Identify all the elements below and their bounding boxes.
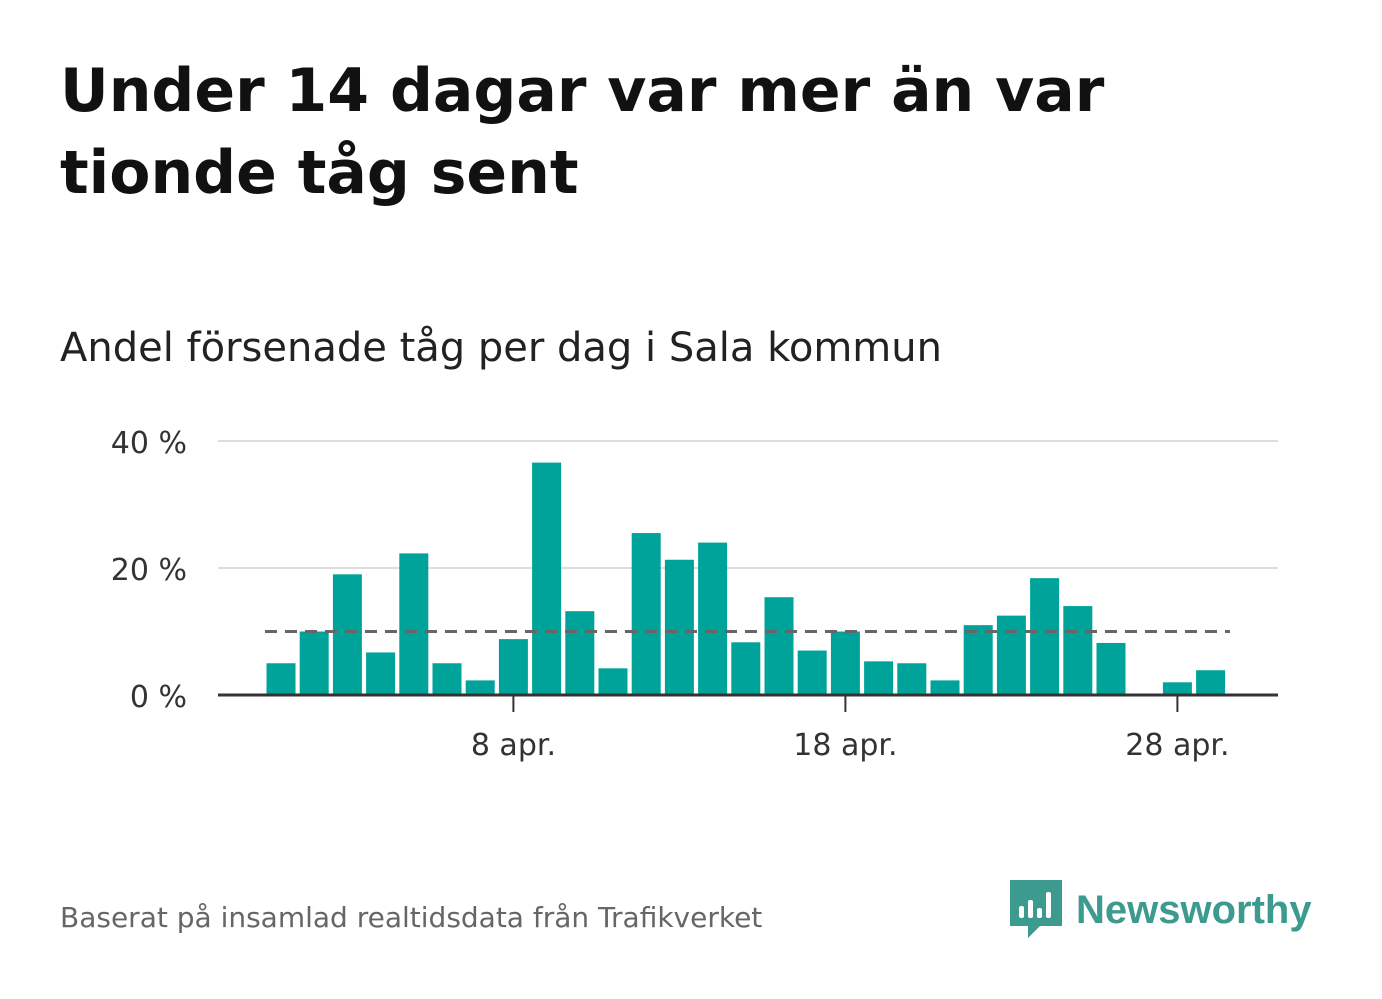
bar-day-20 xyxy=(897,663,927,695)
y-tick-label: 20 % xyxy=(111,553,187,588)
bar-day-24 xyxy=(1030,578,1060,695)
bar-day-8 xyxy=(498,639,528,695)
axes: 0 % 20 % 40 % 8 apr. 18 apr. 28 apr. xyxy=(111,426,1278,763)
bar-day-4 xyxy=(366,652,396,695)
newsworthy-logo-icon xyxy=(1010,880,1062,938)
bar-day-3 xyxy=(332,574,362,695)
bar-day-22 xyxy=(963,625,993,695)
source-note: Baserat på insamlad realtidsdata från Tr… xyxy=(60,901,763,934)
bar-day-15 xyxy=(731,642,761,695)
x-tick-label: 18 apr. xyxy=(793,728,897,763)
bar-day-18 xyxy=(830,631,860,695)
bar-day-29 xyxy=(1196,670,1226,695)
bar-day-14 xyxy=(698,542,728,695)
bar-day-26 xyxy=(1096,642,1126,695)
bar-day-5 xyxy=(399,553,429,695)
bar-day-23 xyxy=(996,615,1026,695)
grid-lines xyxy=(218,440,1278,569)
bar-day-12 xyxy=(631,533,661,695)
bar-day-10 xyxy=(565,611,595,695)
x-tick-label: 8 apr. xyxy=(471,728,556,763)
bar-day-16 xyxy=(764,597,794,695)
bar-day-2 xyxy=(299,631,329,695)
bar-day-13 xyxy=(664,559,694,695)
bar-day-6 xyxy=(432,663,462,695)
chart-subtitle: Andel försenade tåg per dag i Sala kommu… xyxy=(60,325,942,371)
bar-day-11 xyxy=(598,668,628,695)
bar-day-28 xyxy=(1162,682,1192,695)
brand-name: Newsworthy xyxy=(1076,887,1312,932)
bars xyxy=(266,462,1226,695)
x-tick-label: 28 apr. xyxy=(1125,728,1229,763)
bar-day-9 xyxy=(532,462,562,695)
bar-day-7 xyxy=(465,680,495,695)
bar-day-19 xyxy=(864,661,894,695)
bar-day-17 xyxy=(797,650,827,695)
chart-title: Under 14 dagar var mer än var tionde tåg… xyxy=(60,56,1105,208)
bar-day-21 xyxy=(930,680,960,695)
bar-day-1 xyxy=(266,663,296,695)
y-tick-label: 40 % xyxy=(111,426,187,461)
brand-logo[interactable]: Newsworthy xyxy=(1010,878,1312,942)
bar-day-25 xyxy=(1063,606,1093,695)
y-tick-label: 0 % xyxy=(130,680,187,715)
bar-chart: 0 % 20 % 40 % 8 apr. 18 apr. 28 apr. xyxy=(111,426,1278,763)
